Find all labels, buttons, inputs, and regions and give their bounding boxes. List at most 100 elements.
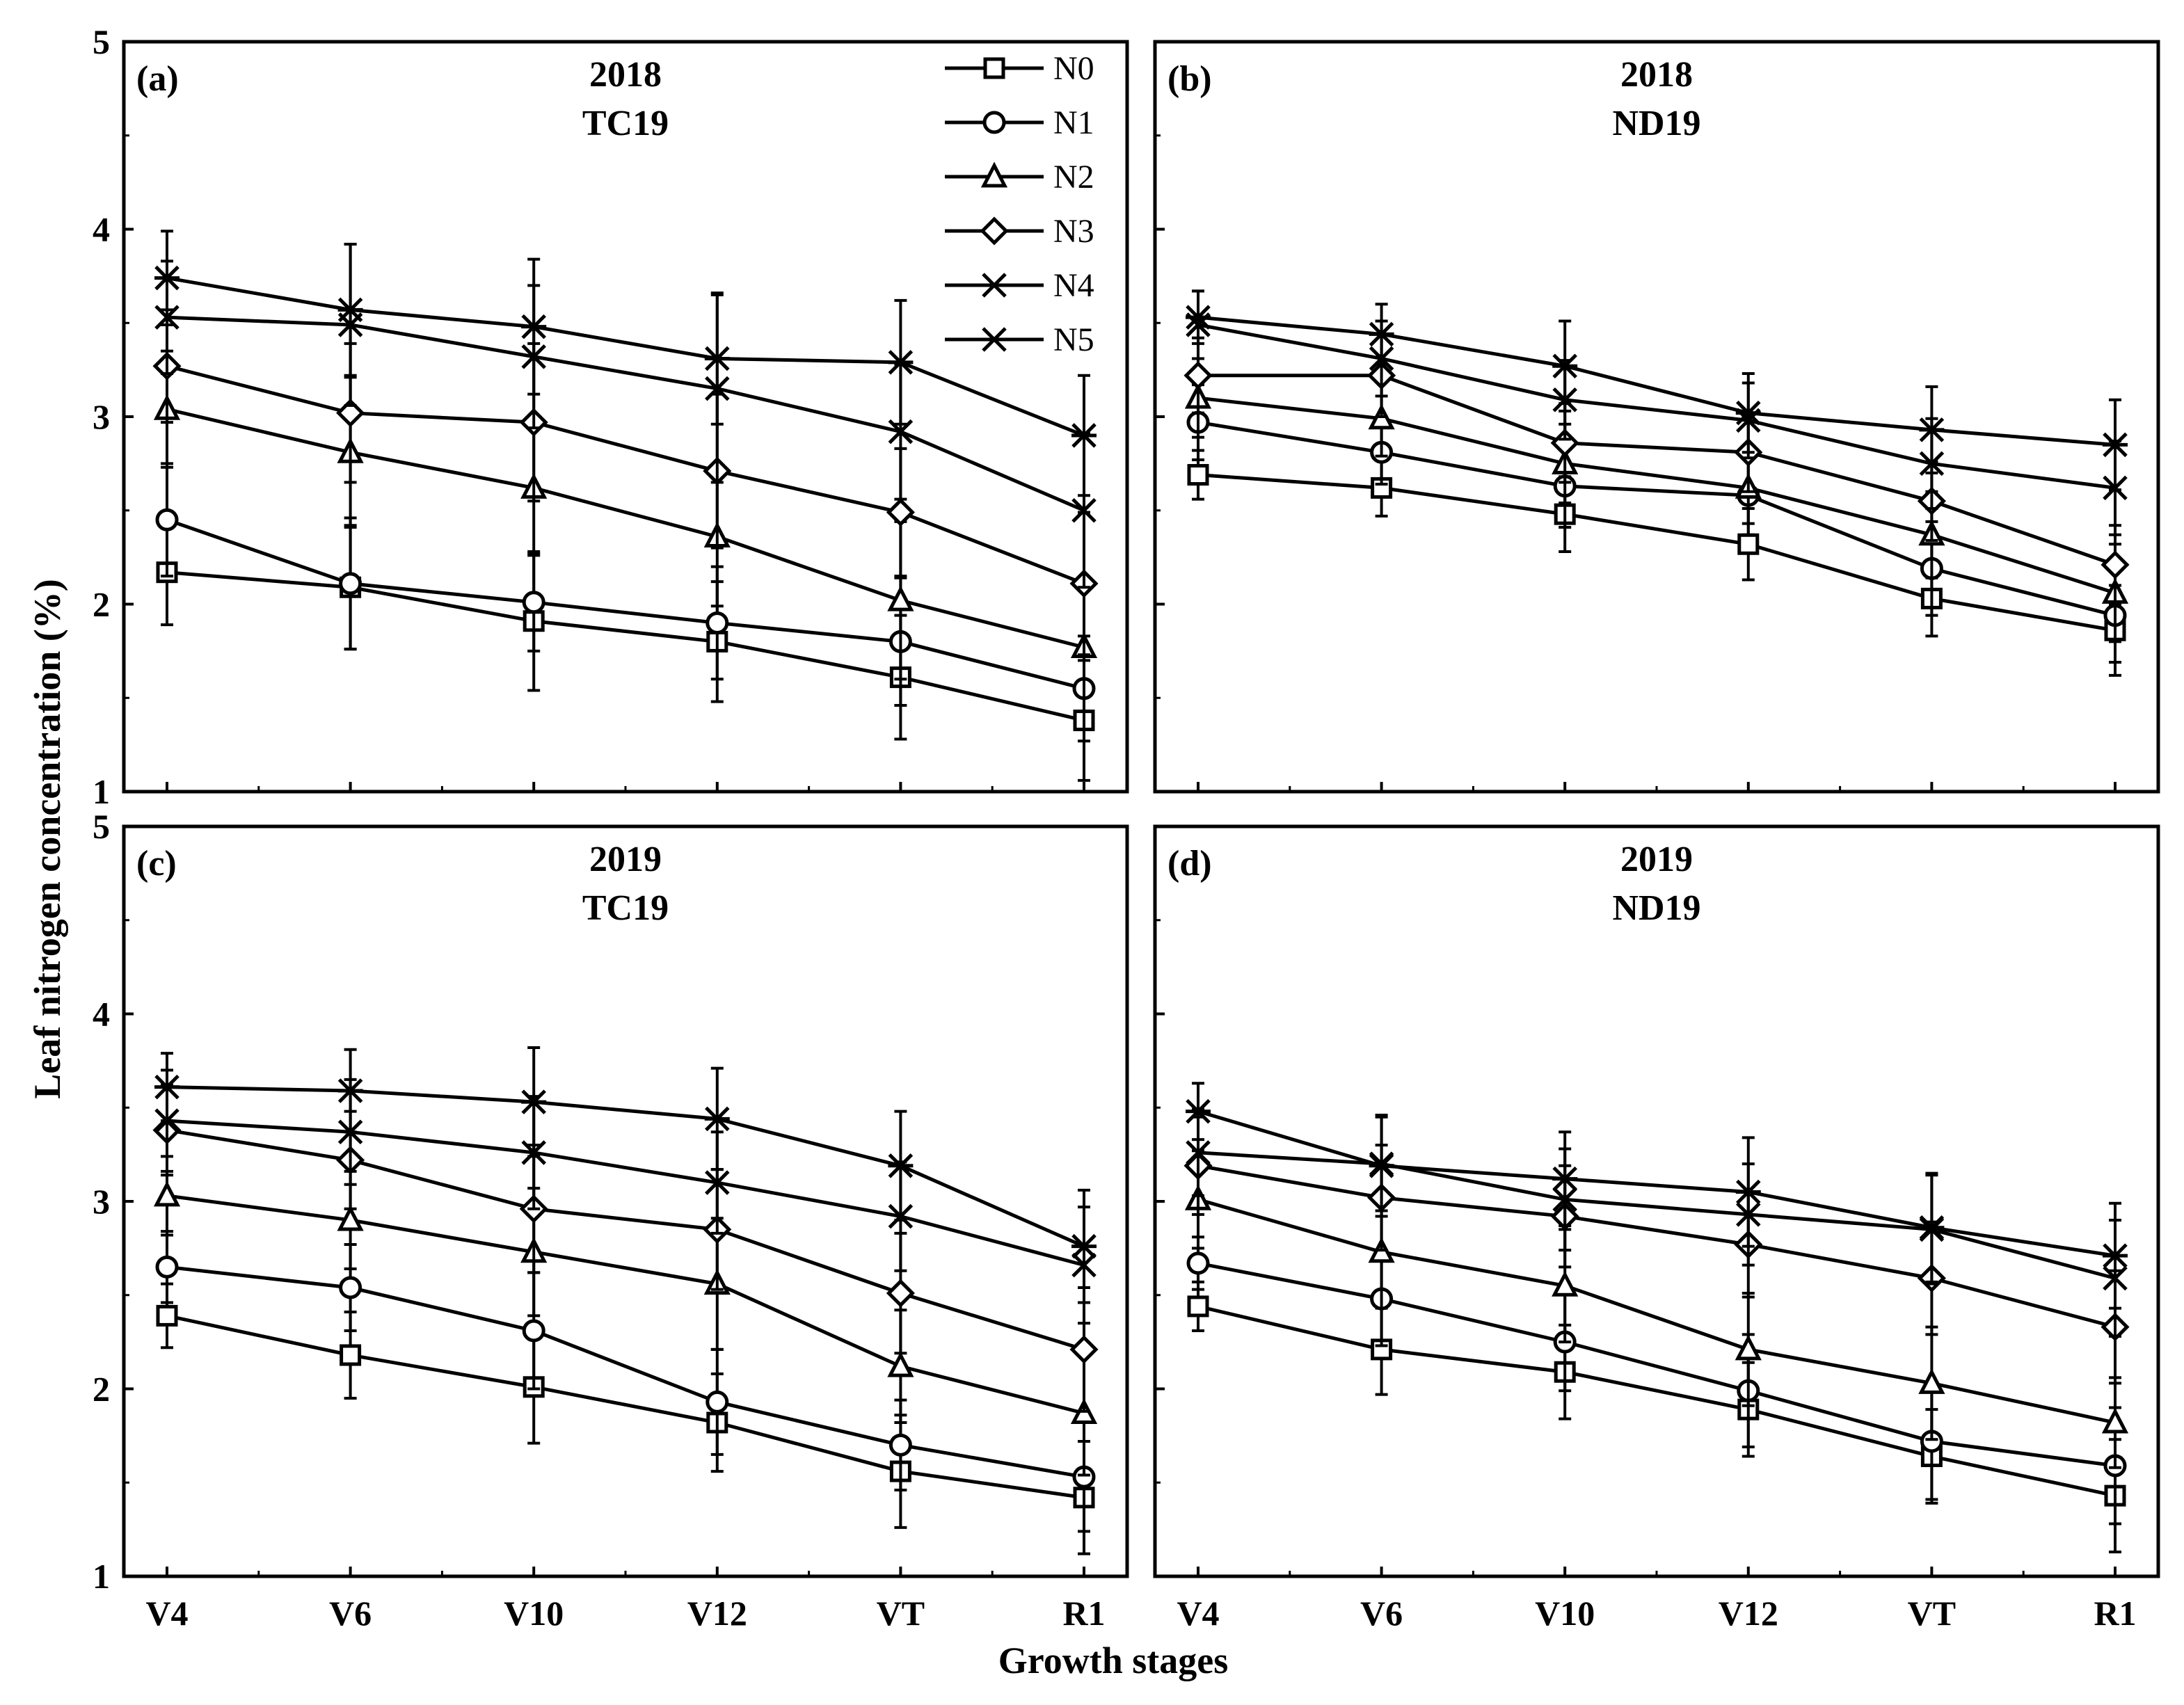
data-point-N3 (1550, 429, 1579, 458)
x-axis-title: Growth stages (998, 1640, 1229, 1681)
x-tick-label: V4 (1177, 1594, 1219, 1633)
data-point-N5 (1552, 1166, 1578, 1192)
data-point-N0 (340, 1344, 362, 1366)
legend-label: N5 (1053, 321, 1094, 358)
series-line-N0 (166, 1313, 1085, 1500)
y-tick-label: 3 (93, 397, 110, 436)
legend-entry-N2: N2 (945, 159, 1094, 195)
data-point-N4 (1071, 497, 1097, 523)
panel-letter: (d) (1167, 844, 1212, 883)
series-line-N1 (166, 518, 1085, 691)
data-point-N5 (1186, 305, 1211, 330)
series-N3 (152, 1083, 1099, 1413)
data-point-N5 (704, 1106, 730, 1132)
data-point-N5 (1369, 321, 1394, 347)
y-axis-title: Leaf nitrogen concentration (%) (26, 579, 68, 1098)
plot-frame (1153, 824, 2160, 1578)
series-N0 (156, 1282, 1095, 1555)
series-line-N5 (166, 1085, 1085, 1248)
series-N5 (154, 1046, 1097, 1304)
series-N1 (155, 462, 1096, 743)
series-N4 (154, 243, 1097, 589)
x-tick-label: VT (877, 1594, 925, 1633)
series-N5 (1186, 1082, 2128, 1310)
data-point-N3 (886, 497, 915, 527)
series-line-N5 (166, 276, 1085, 438)
data-point-N1 (706, 1390, 729, 1414)
y-tick-label: 5 (93, 22, 110, 61)
data-point-N2 (1735, 1334, 1762, 1361)
data-point-N5 (2103, 432, 2128, 458)
y-tick-label: 5 (93, 807, 110, 846)
data-point-N5 (2103, 1243, 2128, 1268)
legend-marker-N3 (980, 216, 1009, 246)
data-point-N1 (339, 572, 362, 595)
panel-letter: (c) (136, 844, 177, 883)
y-tick-label: 1 (93, 772, 110, 811)
x-tick-label: V4 (145, 1594, 188, 1633)
plot-frame (122, 824, 1129, 1578)
panel-year: 2019 (1620, 840, 1693, 879)
data-point-N5 (1369, 1153, 1394, 1178)
legend: N0 N1 N2 N3 N4 N5 (945, 50, 1094, 358)
data-point-N1 (522, 1319, 545, 1343)
series-line-N5 (1197, 1110, 2116, 1258)
data-point-N5 (888, 350, 914, 375)
data-point-N0 (156, 1304, 178, 1327)
y-tick-label: 4 (93, 210, 110, 249)
panel-cultivar: ND19 (1612, 888, 1700, 928)
data-point-N4 (705, 1170, 730, 1195)
data-point-N2 (153, 1180, 181, 1207)
panel-b: (b) 2018 ND19 (1153, 40, 2160, 794)
series-N5 (154, 230, 1097, 497)
legend-marker-N0 (983, 57, 1005, 79)
series-line-N2 (166, 1194, 1085, 1415)
panel-year: 2018 (1620, 55, 1693, 95)
panel-a: 1 2 3 4 5 (a) 2018 TC19 (93, 22, 1129, 811)
panel-cultivar: TC19 (582, 104, 669, 143)
panel-d: V4 V6 V10 V12 VT R1 (d) 2019 ND19 (1153, 824, 2160, 1633)
data-point-N2 (887, 1351, 914, 1377)
data-point-N1 (339, 1276, 362, 1299)
legend-label: N4 (1053, 267, 1094, 304)
data-point-N5 (154, 265, 180, 291)
series-line-N1 (166, 1265, 1085, 1479)
panel-cultivar: ND19 (1612, 104, 1700, 143)
data-point-N5 (154, 1074, 180, 1100)
data-point-N1 (155, 508, 179, 531)
data-point-N5 (1071, 423, 1097, 448)
data-point-N5 (1735, 1179, 1761, 1205)
series-N4 (154, 1068, 1097, 1325)
legend-label: N3 (1053, 213, 1094, 250)
x-tick-label: V6 (1360, 1594, 1403, 1633)
series-line-N2 (1197, 1197, 2116, 1425)
data-point-N3 (2101, 550, 2130, 579)
series-line-N2 (166, 407, 1085, 649)
series-N1 (1186, 1235, 2127, 1526)
panel-year: 2019 (589, 840, 662, 879)
y-tick-label: 1 (93, 1557, 110, 1596)
series-line-N1 (1197, 1261, 2116, 1468)
data-point-N0 (1737, 533, 1760, 555)
series-line-N0 (1197, 1304, 2116, 1498)
x-tick-label: VT (1908, 1594, 1956, 1633)
x-tick-label: V12 (687, 1594, 747, 1633)
series-N2 (153, 1155, 1098, 1477)
data-point-N5 (1071, 1233, 1097, 1259)
plot-frame (1153, 40, 2160, 794)
series-line-N0 (166, 570, 1085, 723)
data-point-N5 (1186, 1098, 1211, 1124)
legend-entry-N1: N1 (945, 104, 1094, 141)
data-point-N5 (888, 1153, 914, 1178)
data-point-N5 (704, 346, 730, 371)
legend-label: N2 (1053, 159, 1094, 195)
series-line-N4 (166, 1119, 1085, 1267)
legend-label: N0 (1053, 50, 1094, 87)
x-tick-label: R1 (1062, 1594, 1105, 1633)
series-N5 (1186, 289, 2128, 492)
data-point-N4 (1186, 1140, 1211, 1165)
legend-entry-N4: N4 (945, 267, 1094, 304)
panel-c: 1 2 3 4 5 V4 V6 V10 V12 VT R1 (c) 2019 TC19 (93, 807, 1129, 1633)
data-point-N4 (888, 419, 914, 445)
